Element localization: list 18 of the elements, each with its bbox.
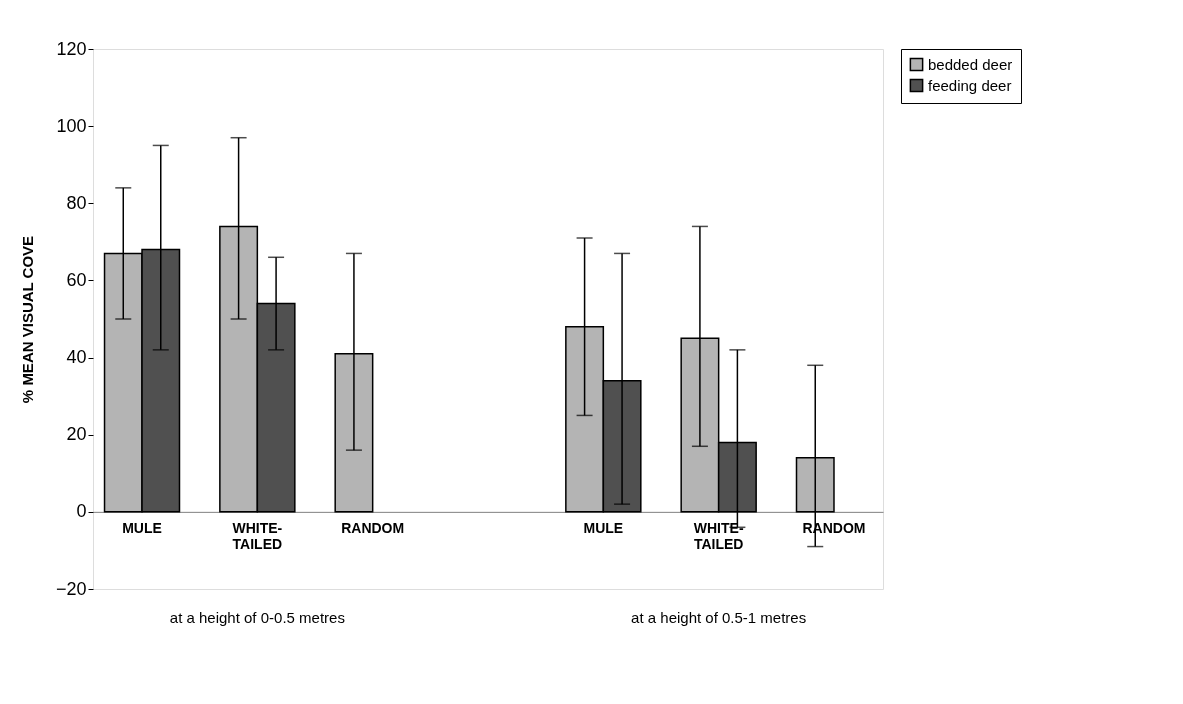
y-axis-title: % MEAN VISUAL COVE xyxy=(18,235,36,404)
y-tick-label: 120 xyxy=(56,38,87,59)
x-tick-label: WHITE-TAILED xyxy=(693,520,744,553)
y-tick-label: 0 xyxy=(76,501,87,522)
y-tick-label: 80 xyxy=(66,192,87,213)
legend-label: bedded deer xyxy=(928,55,1013,73)
y-tick-label: 100 xyxy=(56,115,87,136)
x-tick-label: MULE xyxy=(122,520,162,537)
y-tick-label: 60 xyxy=(66,269,87,290)
x-tick-label: MULE xyxy=(583,520,624,537)
text: at a height of 0-0.5 metres xyxy=(169,609,345,626)
text: at a height of 0.5-1 metres xyxy=(631,609,807,626)
legend-label: feeding deer xyxy=(928,76,1012,94)
x-tick-label: RANDOM xyxy=(341,520,405,537)
y-tick-label: 40 xyxy=(66,347,87,368)
y-tick-label: −20 xyxy=(55,578,87,599)
y-tick-label: 20 xyxy=(66,424,87,445)
x-tick-label: WHITE-TAILED xyxy=(232,520,283,553)
